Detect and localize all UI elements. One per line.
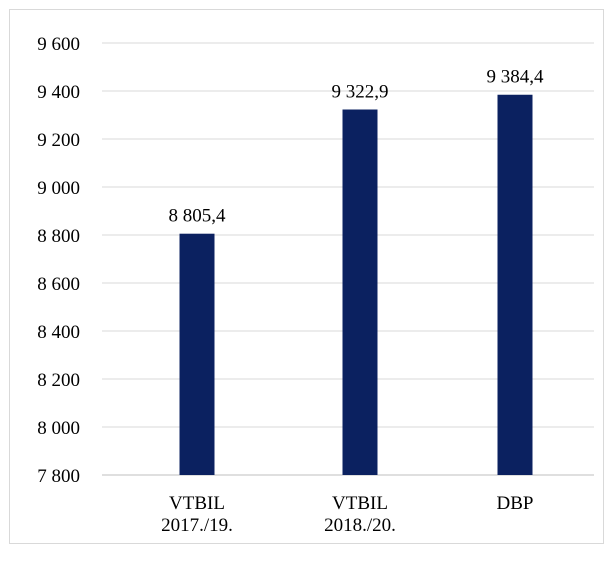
data-label: 9 384,4 <box>487 67 545 88</box>
bar <box>179 233 215 475</box>
bar <box>342 109 378 475</box>
data-label: 8 805,4 <box>169 206 227 227</box>
x-tick-label: DBP <box>497 493 534 514</box>
bars <box>179 94 533 475</box>
x-tick-label: VTBIL <box>169 493 225 514</box>
y-tick-label: 8 200 <box>37 370 80 391</box>
y-tick-label: 9 400 <box>37 82 80 103</box>
y-tick-label: 9 000 <box>37 178 80 199</box>
data-labels: 8 805,4 9 322,9 9 384,4 <box>169 67 545 227</box>
y-tick-label: 8 000 <box>37 418 80 439</box>
bar <box>497 94 533 475</box>
y-tick-label: 8 600 <box>37 274 80 295</box>
x-tick-label: VTBIL <box>332 493 388 514</box>
y-tick-label: 7 800 <box>37 466 80 487</box>
x-tick-label: 2018./20. <box>324 515 396 536</box>
x-tick-label: 2017./19. <box>161 515 233 536</box>
y-tick-label: 8 800 <box>37 226 80 247</box>
y-tick-label: 8 400 <box>37 322 80 343</box>
data-label: 9 322,9 <box>332 82 389 103</box>
y-axis: 7 800 8 000 8 200 8 400 8 600 8 800 9 000 9 200… <box>37 34 80 487</box>
bar-chart: 7 800 8 000 8 200 8 400 8 600 8 800 9 000 9 200… <box>37 34 594 536</box>
y-tick-label: 9 600 <box>37 34 80 55</box>
chart-frame: 7 800 8 000 8 200 8 400 8 600 8 800 9 000 9 200… <box>9 9 604 544</box>
y-tick-label: 9 200 <box>37 130 80 151</box>
